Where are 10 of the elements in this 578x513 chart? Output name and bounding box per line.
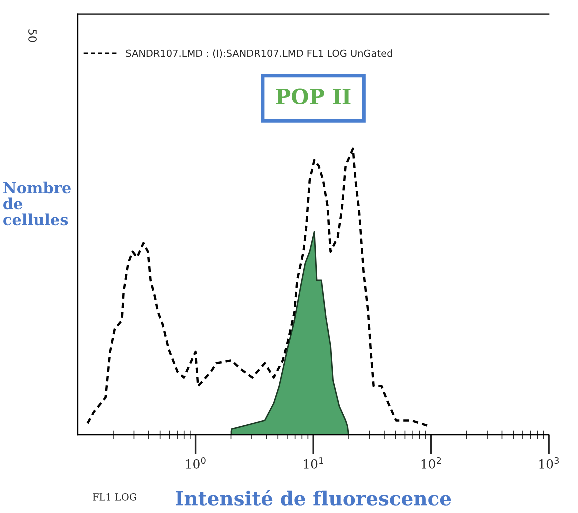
legend-label: SANDR107.LMD : (I):SANDR107.LMD FL1 LOG UnGated <box>126 50 392 58</box>
x-tick-label: 10$^{0}$ <box>186 457 206 469</box>
text: POP II <box>276 88 351 105</box>
x-axis-title: Intensité de fluorescence <box>176 490 452 506</box>
text: 50 <box>28 30 37 42</box>
y-axis-title: Nombre de cellules <box>4 182 71 226</box>
x-tick-label: 10$^{3}$ <box>540 457 559 469</box>
x-tick-label: 10$^{2}$ <box>422 457 442 469</box>
text: FL1 LOG <box>93 494 136 501</box>
x-tick-label: 10$^{1}$ <box>304 458 324 469</box>
